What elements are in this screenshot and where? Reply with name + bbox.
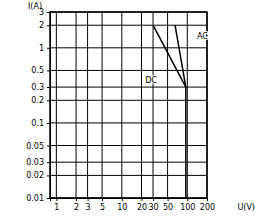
x-axis-tick: 1: [54, 198, 59, 212]
y-axis-title: I(A): [28, 2, 42, 11]
y-axis-tick-mark: [47, 100, 50, 101]
y-axis-tick-label: 0.5: [31, 66, 44, 75]
grid-line-y: [50, 47, 207, 48]
y-axis-tick-mark: [47, 25, 50, 26]
grid-line-x: [76, 12, 77, 198]
x-axis-tick: 20: [137, 198, 147, 212]
y-axis-tick-label: 1: [39, 44, 44, 53]
y-axis-tick: 0.5: [31, 66, 50, 75]
x-axis-tick: 3: [86, 198, 91, 212]
x-axis-tick-label: 3: [86, 203, 91, 212]
y-axis: 0.010.020.030.050.10.20.30.5123: [26, 8, 50, 203]
y-axis-tick-mark: [47, 12, 50, 13]
x-axis-tick-label: 50: [163, 203, 173, 212]
y-axis-tick: 0.1: [31, 119, 50, 128]
series-line: [153, 25, 186, 198]
grid-line-x: [102, 12, 103, 198]
y-axis-tick-label: 0.05: [26, 142, 44, 151]
plot-frame: [50, 12, 207, 198]
y-axis-tick-label: 0.1: [31, 119, 44, 128]
x-axis-tick-label: 30: [148, 203, 158, 212]
x-axis-tick-label: 10: [117, 203, 127, 212]
y-axis-tick-mark: [47, 48, 50, 49]
x-axis-tick-mark: [102, 198, 103, 201]
x-axis-tick: 10: [117, 198, 127, 212]
plot: 1235102030501002000.010.020.030.050.10.2…: [26, 8, 215, 212]
x-axis-title: U(V): [237, 203, 255, 212]
y-axis-tick: 0.2: [31, 96, 50, 105]
x-axis-tick-mark: [56, 198, 57, 201]
x-axis-tick-label: 2: [74, 203, 79, 212]
y-axis-tick: 0.03: [26, 158, 50, 167]
grid-line-y: [50, 122, 207, 123]
grid-line-x: [56, 12, 57, 198]
grid-line-x: [167, 12, 168, 198]
grid-line-x: [87, 12, 88, 198]
y-axis-tick: 0.02: [26, 171, 50, 180]
x-axis-tick: 5: [100, 198, 105, 212]
grid-line-x: [121, 12, 122, 198]
grid-line-x: [141, 12, 142, 198]
series-lines: [153, 25, 186, 198]
grid-line-y: [50, 145, 207, 146]
y-axis-tick-label: 0.2: [31, 96, 44, 105]
line-label: AC: [197, 32, 208, 41]
x-axis-tick-mark: [168, 198, 169, 201]
x-axis-tick-label: 200: [200, 203, 215, 212]
grid-line-y: [50, 175, 207, 176]
x-axis-tick-label: 5: [100, 203, 105, 212]
x-axis-tick-mark: [142, 198, 143, 201]
x-axis-tick-mark: [187, 198, 188, 201]
y-axis-tick-label: 0.03: [26, 158, 44, 167]
x-axis-tick: 100: [180, 198, 195, 212]
y-axis-tick-mark: [47, 87, 50, 88]
y-axis-tick-mark: [47, 146, 50, 147]
x-axis-tick-mark: [122, 198, 123, 201]
grid-line-x: [187, 12, 188, 198]
x-axis-tick-mark: [88, 198, 89, 201]
y-axis-tick-mark: [47, 162, 50, 163]
x-axis-tick-label: 1: [54, 203, 59, 212]
chart: 1235102030501002000.010.020.030.050.10.2…: [0, 0, 259, 223]
y-axis-tick: 0.3: [31, 83, 50, 92]
y-axis-tick-label: 0.3: [31, 83, 44, 92]
y-axis-tick-label: 0.01: [26, 194, 44, 203]
x-axis-tick: 2: [74, 198, 79, 212]
x-axis-tick-mark: [153, 198, 154, 201]
y-axis-tick-label: 2: [39, 21, 44, 30]
line-label: DC: [145, 76, 157, 85]
y-axis-tick-label: 0.02: [26, 171, 44, 180]
y-axis-tick-mark: [47, 123, 50, 124]
y-axis-tick: 0.01: [26, 194, 50, 203]
series-line: [175, 25, 186, 87]
grid-line-y: [50, 25, 207, 26]
x-axis-tick-mark: [207, 198, 208, 201]
x-axis-tick-mark: [76, 198, 77, 201]
grid-line-y: [50, 87, 207, 88]
line-labels: DC AC: [145, 32, 208, 85]
x-axis-tick-label: 20: [137, 203, 147, 212]
y-axis-tick-mark: [47, 198, 50, 199]
grid-line-x: [153, 12, 154, 198]
y-axis-tick: 1: [39, 44, 50, 53]
grid: [50, 12, 207, 198]
y-axis-tick: 0.05: [26, 142, 50, 151]
y-axis-tick: 2: [39, 21, 50, 30]
grid-line-y: [50, 100, 207, 101]
y-axis-tick-mark: [47, 175, 50, 176]
y-axis-tick-mark: [47, 70, 50, 71]
x-axis-tick: 50: [163, 198, 173, 212]
x-axis-line: [51, 199, 208, 202]
x-axis-tick: 30: [148, 198, 158, 212]
x-axis-tick-label: 100: [180, 203, 195, 212]
y-axis-line: [47, 13, 51, 199]
x-axis-tick: 200: [200, 198, 215, 212]
grid-line-y: [50, 162, 207, 163]
x-axis: 1 235 10 2030 50 100 200: [51, 198, 216, 212]
